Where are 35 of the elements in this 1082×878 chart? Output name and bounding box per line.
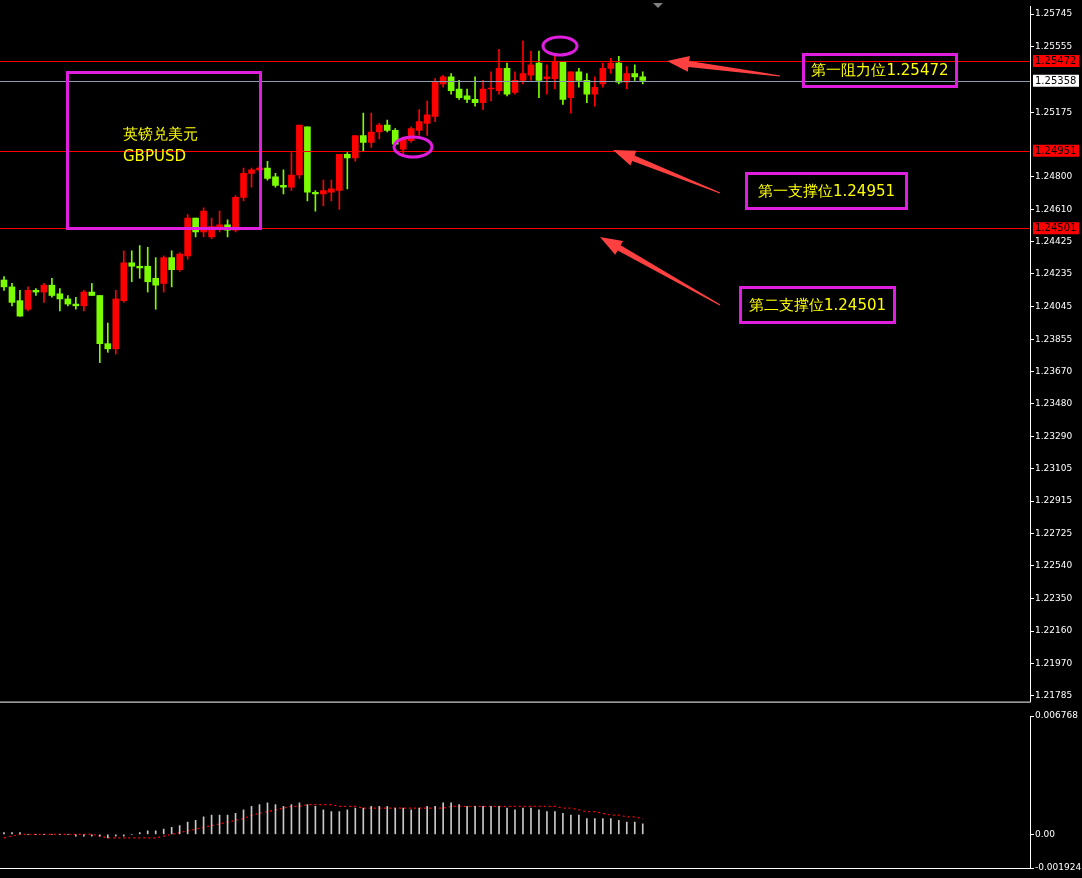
y-tick-label: 1.22540 bbox=[1035, 560, 1073, 570]
y-tick-label: 1.22915 bbox=[1035, 495, 1073, 506]
annotation: 英镑兑美元 bbox=[123, 125, 198, 144]
y-tick-label: 0.00 bbox=[1035, 828, 1056, 839]
y-tick-label: 1.21970 bbox=[1035, 658, 1073, 669]
annotation: 第二支撑位1.24501 bbox=[739, 286, 896, 324]
ref-line-label: 1.24951 bbox=[1035, 144, 1077, 156]
ref-line-label: 1.25358 bbox=[1035, 74, 1077, 86]
y-tick-label: 1.22350 bbox=[1035, 592, 1073, 603]
y-tick-label: 1.22725 bbox=[1035, 528, 1073, 539]
y-tick-label: 1.24610 bbox=[1035, 203, 1073, 214]
candlestick bbox=[359, 112, 367, 152]
y-tick-label: 1.23670 bbox=[1035, 365, 1073, 376]
y-tick-label: 0.006768 bbox=[1035, 710, 1079, 721]
ref-line-label: 1.24501 bbox=[1035, 222, 1077, 234]
ref-line-label: 1.25472 bbox=[1035, 55, 1077, 67]
annotation: 第一支撑位1.24951 bbox=[745, 172, 908, 210]
y-tick-label: 1.24235 bbox=[1035, 268, 1073, 279]
line-series bbox=[3, 804, 644, 839]
y-tick-label: 1.23855 bbox=[1035, 333, 1073, 344]
annotation: GBPUSD bbox=[123, 147, 187, 165]
y-tick-label: 1.23290 bbox=[1035, 430, 1073, 441]
y-tick-label: 1.24425 bbox=[1035, 235, 1073, 246]
y-tick-label: 1.21785 bbox=[1035, 689, 1073, 700]
y-tick-label: 1.25175 bbox=[1035, 106, 1073, 117]
y-tick-label: 1.24800 bbox=[1035, 171, 1073, 182]
y-tick-label: 1.24045 bbox=[1035, 301, 1073, 312]
y-tick-label: 1.25555 bbox=[1035, 41, 1073, 52]
annotation: 第一阻力位1.25472 bbox=[802, 53, 958, 88]
candlestick bbox=[344, 152, 351, 190]
y-tick-label: -0.001924 bbox=[1035, 862, 1082, 873]
y-tick-label: 1.23105 bbox=[1035, 462, 1073, 473]
y-tick-label: 1.22160 bbox=[1035, 625, 1073, 636]
y-tick-label: 1.23480 bbox=[1035, 398, 1073, 409]
y-tick-label: 1.25745 bbox=[1035, 8, 1073, 19]
